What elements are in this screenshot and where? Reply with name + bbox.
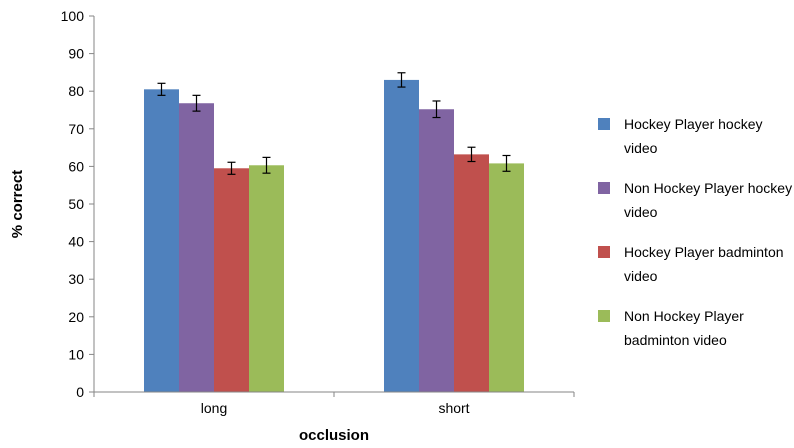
y-tick-label: 70 — [68, 121, 84, 137]
legend: Hockey Player hockey video Non Hockey Pl… — [598, 112, 794, 368]
bar — [144, 89, 179, 392]
bar — [454, 154, 489, 392]
legend-swatch — [598, 246, 610, 258]
y-axis-ticks: 0 10 20 30 40 50 60 70 80 90 100 — [61, 8, 94, 400]
x-axis-title: occlusion — [299, 427, 369, 444]
legend-item: Non Hockey Player badminton video — [598, 304, 794, 352]
x-tick-label: short — [438, 400, 469, 416]
legend-label: Non Hockey Player badminton video — [624, 304, 794, 352]
bar — [249, 165, 284, 392]
legend-swatch — [598, 118, 610, 130]
y-tick-label: 100 — [61, 8, 85, 24]
bar — [179, 103, 214, 392]
bar — [214, 168, 249, 392]
y-tick-label: 40 — [68, 234, 84, 250]
legend-item: Non Hockey Player hockey video — [598, 176, 794, 224]
y-tick-label: 10 — [68, 346, 84, 362]
bar — [384, 80, 419, 392]
legend-label: Hockey Player badminton video — [624, 240, 794, 288]
y-tick-label: 60 — [68, 158, 84, 174]
legend-label: Hockey Player hockey video — [624, 112, 794, 160]
y-tick-label: 90 — [68, 46, 84, 62]
legend-swatch — [598, 310, 610, 322]
y-tick-label: 30 — [68, 271, 84, 287]
bar — [489, 163, 524, 392]
bar — [419, 109, 454, 392]
x-tick-label: long — [201, 400, 227, 416]
y-tick-label: 80 — [68, 83, 84, 99]
y-tick-label: 20 — [68, 309, 84, 325]
x-axis-ticks: long short — [94, 392, 574, 416]
legend-item: Hockey Player hockey video — [598, 112, 794, 160]
y-tick-label: 50 — [68, 196, 84, 212]
legend-swatch — [598, 182, 610, 194]
legend-item: Hockey Player badminton video — [598, 240, 794, 288]
y-tick-label: 0 — [76, 384, 84, 400]
y-axis-title: % correct — [9, 170, 26, 238]
bars — [144, 80, 524, 392]
legend-label: Non Hockey Player hockey video — [624, 176, 794, 224]
